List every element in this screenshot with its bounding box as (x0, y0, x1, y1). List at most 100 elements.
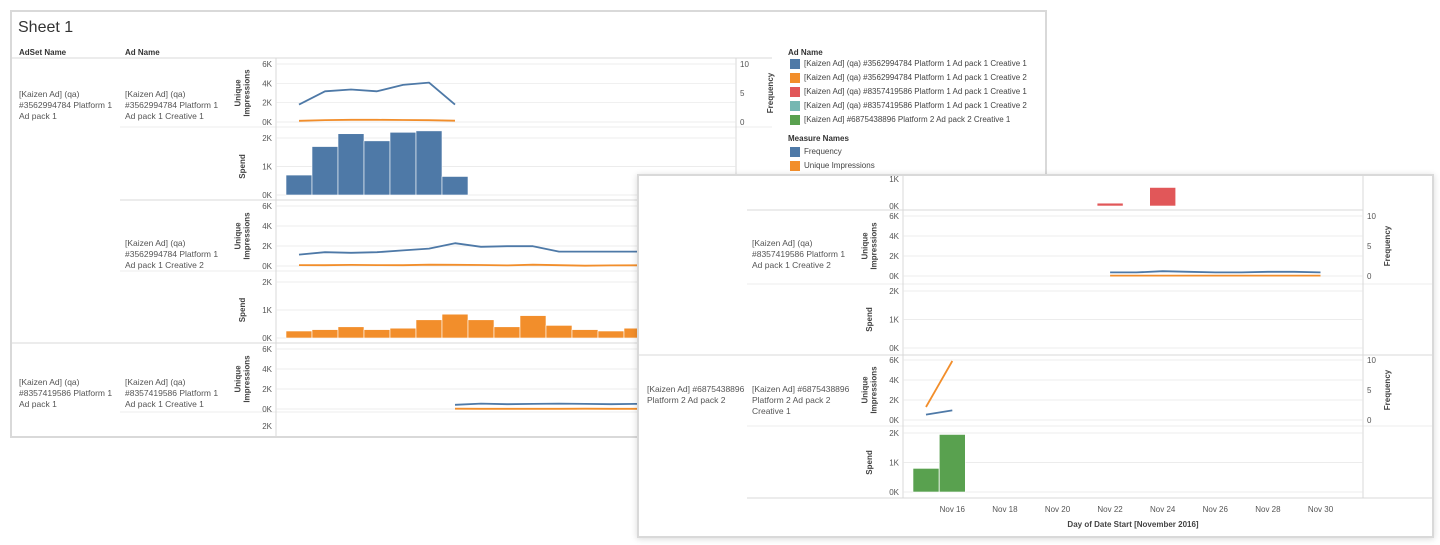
spend-bar (1149, 187, 1177, 207)
spend-bar (912, 468, 940, 493)
y-tick-label: 0K (262, 191, 272, 200)
y-axis-label-impressions: UniqueImpressions (234, 355, 252, 403)
y-axis-label-spend: Spend (238, 154, 247, 179)
legend-swatch (790, 87, 800, 97)
y-tick-label: 2K (889, 287, 899, 296)
adset-label[interactable]: [Kaizen Ad] (qa) #3562994784 Platform 1 … (19, 89, 113, 121)
spend-bar (493, 326, 521, 339)
spend-bar (467, 319, 495, 339)
y2-tick-label: 10 (1367, 212, 1376, 221)
y-tick-label: 6K (889, 212, 899, 221)
y-tick-label: 1K (889, 459, 899, 468)
y-tick-label: 6K (262, 345, 272, 354)
spend-bar (389, 327, 417, 339)
adset-label[interactable]: [Kaizen Ad] #6875438896 Platform 2 Ad pa… (647, 384, 745, 405)
spend-bar (363, 140, 391, 196)
adset-label[interactable]: [Kaizen Ad] (qa) #8357419586 Platform 1 … (19, 377, 113, 409)
spend-bar (441, 313, 469, 339)
y-tick-label: 2K (262, 99, 272, 108)
x-tick-label: Nov 18 (992, 505, 1018, 514)
spend-bar (519, 315, 547, 339)
y-tick-label: 2K (889, 429, 899, 438)
y-tick-label: 0K (889, 272, 899, 281)
y-axis-label-impressions: UniqueImpressions (861, 222, 879, 270)
spend-bar (1096, 202, 1124, 207)
legend-item[interactable]: [Kaizen Ad] (qa) #8357419586 Platform 1 … (790, 86, 1027, 98)
y2-tick-label: 5 (740, 89, 745, 98)
spend-bar (415, 319, 443, 339)
y-tick-label: 0K (262, 262, 272, 271)
y2-tick-label: 0 (1367, 272, 1372, 281)
spend-bar (415, 130, 443, 196)
ad-label[interactable]: [Kaizen Ad] #6875438896 Platform 2 Ad pa… (752, 384, 850, 416)
y2-tick-label: 0 (1367, 416, 1372, 425)
x-tick-label: Nov 26 (1203, 505, 1229, 514)
x-tick-label: Nov 20 (1045, 505, 1071, 514)
y-axis-label-spend: Spend (865, 450, 874, 475)
legend-label: [Kaizen Ad] (qa) #3562994784 Platform 1 … (804, 73, 1027, 82)
spend-bar (441, 176, 469, 196)
y-tick-label: 4K (889, 376, 899, 385)
legend-swatch (790, 73, 800, 83)
y-tick-label: 0K (262, 334, 272, 343)
ad-label[interactable]: [Kaizen Ad] (qa) #8357419586 Platform 1 … (125, 377, 219, 409)
y2-tick-label: 10 (740, 60, 749, 69)
legend-swatch (790, 147, 800, 157)
legend-item[interactable]: Unique Impressions (790, 160, 875, 172)
y-axis-label-impressions: UniqueImpressions (234, 212, 252, 260)
y-tick-label: 1K (262, 306, 272, 315)
legend-item[interactable]: [Kaizen Ad] (qa) #3562994784 Platform 1 … (790, 58, 1027, 70)
legend-item[interactable]: Frequency (790, 146, 842, 158)
impressions-line (298, 118, 456, 122)
y-tick-label: 2K (262, 278, 272, 287)
legend-label: [Kaizen Ad] #6875438896 Platform 2 Ad pa… (804, 115, 1011, 124)
spend-bar (597, 330, 625, 339)
legend-item[interactable]: [Kaizen Ad] (qa) #3562994784 Platform 1 … (790, 72, 1027, 84)
y-tick-label: 0K (889, 202, 899, 211)
y-tick-label: 6K (262, 202, 272, 211)
ad-label[interactable]: [Kaizen Ad] (qa) #3562994784 Platform 1 … (125, 238, 219, 270)
front-chart-canvas: 0K 1K 0K 2K 4K 6K 0 5 10 UniqueImpressions Frequen… (639, 176, 1432, 529)
y-tick-label: 2K (262, 242, 272, 251)
spend-bar (363, 329, 391, 339)
y-tick-label: 2K (889, 396, 899, 405)
spend-bar (571, 329, 599, 339)
y-tick-label: 1K (889, 316, 899, 325)
y2-axis-label-frequency: Frequency (1383, 369, 1392, 410)
x-tick-label: Nov 22 (1097, 505, 1123, 514)
impressions-line (298, 263, 690, 267)
legend-label: Frequency (804, 147, 842, 156)
y-axis-label-spend: Spend (865, 307, 874, 332)
legend-ad-name-title: Ad Name (788, 48, 823, 57)
spend-bar (389, 132, 417, 196)
y-tick-label: 0K (889, 416, 899, 425)
legend-item[interactable]: [Kaizen Ad] (qa) #8357419586 Platform 1 … (790, 100, 1027, 112)
spend-bar (285, 174, 313, 196)
y-tick-label: 4K (262, 222, 272, 231)
y-tick-label: 4K (262, 79, 272, 88)
legend-label: [Kaizen Ad] (qa) #8357419586 Platform 1 … (804, 87, 1027, 96)
ad-label[interactable]: [Kaizen Ad] (qa) #3562994784 Platform 1 … (125, 89, 219, 121)
y-tick-label: 0K (889, 344, 899, 353)
y-tick-label: 4K (889, 232, 899, 241)
y2-tick-label: 10 (1367, 356, 1376, 365)
y-tick-label: 2K (889, 252, 899, 261)
spend-bar (285, 330, 313, 339)
legend-label: [Kaizen Ad] (qa) #8357419586 Platform 1 … (804, 101, 1027, 110)
frequency-line (1110, 270, 1321, 274)
ad-name-header[interactable]: Ad Name (125, 48, 160, 57)
y2-tick-label: 0 (740, 118, 745, 127)
y-tick-label: 0K (262, 405, 272, 414)
frequency-line (298, 242, 689, 256)
x-tick-label: Nov 24 (1150, 505, 1176, 514)
y-axis-label-impressions: UniqueImpressions (861, 366, 879, 414)
legend-item[interactable]: [Kaizen Ad] #6875438896 Platform 2 Ad pa… (790, 114, 1010, 126)
ad-label[interactable]: [Kaizen Ad] (qa) #8357419586 Platform 1 … (752, 238, 846, 270)
legend-label: Unique Impressions (804, 161, 875, 170)
y2-tick-label: 5 (1367, 242, 1372, 251)
adset-name-header[interactable]: AdSet Name (19, 48, 67, 57)
y-axis-label-spend: Spend (238, 298, 247, 323)
frequency-line (925, 409, 953, 416)
y-tick-label: 1K (262, 163, 272, 172)
spend-bar (311, 146, 339, 196)
